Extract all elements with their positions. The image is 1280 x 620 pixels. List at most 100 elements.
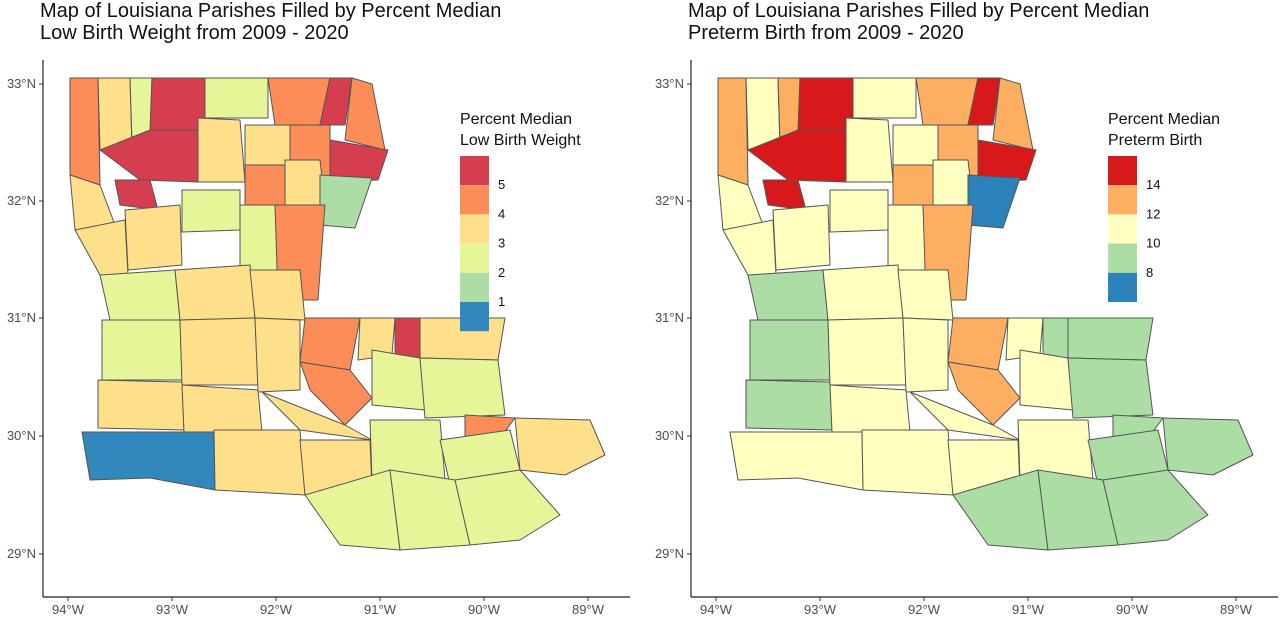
parish-shape: [99, 269, 181, 321]
x-tick-label: 94°W: [52, 602, 85, 617]
map-title-line2: Low Birth Weight from 2009 - 2020: [40, 22, 349, 44]
parish-shape: [69, 174, 116, 231]
parish-shape: [239, 204, 279, 273]
y-tick-label: 31°N: [655, 310, 684, 325]
parish-shape: [101, 319, 183, 381]
parish-shape: [772, 204, 831, 271]
legend-color-swatch: [1108, 214, 1137, 244]
map-title: Map of Louisiana Parishes Filled by Perc…: [688, 0, 1149, 44]
legend-color-swatch: [460, 214, 489, 244]
x-tick-label: 92°W: [260, 602, 293, 617]
x-tick-label: 91°W: [364, 602, 397, 617]
parish-shape: [717, 77, 749, 186]
parish-shape: [244, 164, 286, 206]
y-tick-label: 33°N: [655, 76, 684, 91]
y-tick-label: 29°N: [7, 546, 36, 561]
x-tick-label: 93°W: [156, 602, 189, 617]
parish-shape: [213, 429, 306, 496]
legend-title-line1: Percent Median: [460, 111, 572, 128]
parish-shape: [745, 379, 833, 431]
parish-shape: [915, 77, 979, 126]
axis-ticks: 94°W 93°W 92°W 91°W 90°W 89°W 33°N 32°N 31°N 30°N…: [7, 76, 605, 617]
parish-shape: [1067, 357, 1154, 419]
parish-shape: [81, 431, 216, 491]
x-tick-label: 90°W: [1116, 602, 1149, 617]
parish-shape: [419, 357, 506, 419]
y-tick-label: 30°N: [7, 428, 36, 443]
x-tick-label: 91°W: [1012, 602, 1045, 617]
parish-shape: [902, 317, 949, 393]
parish-shape: [114, 179, 159, 211]
legend-color-swatch: [460, 302, 489, 332]
parish-shape: [992, 77, 1034, 151]
parish-shape: [344, 77, 386, 151]
legend-color-swatch: [1108, 185, 1137, 215]
legend-label: 10: [1146, 236, 1160, 251]
parish-shape: [319, 77, 353, 126]
map-title-line1: Map of Louisiana Parishes Filled by Perc…: [688, 0, 1150, 22]
x-tick-label: 89°W: [1220, 602, 1253, 617]
parish-shape: [967, 77, 1001, 126]
parish-shape: [845, 117, 894, 183]
legend-color-swatch: [460, 156, 489, 186]
parish-shape: [1017, 419, 1094, 481]
y-tick-label: 32°N: [655, 193, 684, 208]
parish-shape: [454, 469, 561, 546]
parish-shape: [822, 264, 904, 321]
legend-label: 12: [1146, 206, 1160, 221]
parish-shape: [722, 219, 777, 276]
y-tick-label: 29°N: [655, 546, 684, 561]
parish-shape: [284, 159, 326, 206]
parish-shape: [967, 174, 1021, 229]
map-title: Map of Louisiana Parishes Filled by Perc…: [40, 0, 501, 44]
map-panel-preterm-birth: Map of Louisiana Parishes Filled by Perc…: [648, 0, 1280, 620]
parish-shape: [829, 384, 911, 433]
parish-shape: [394, 317, 421, 359]
axis-ticks: 94°W 93°W 92°W 91°W 90°W 89°W 33°N 32°N 31°N 30°N…: [655, 76, 1253, 617]
parish-shape: [369, 419, 446, 481]
choropleth-map: 94°W 93°W 92°W 91°W 90°W 89°W 33°N 32°N 31°N 30°N…: [7, 60, 630, 617]
parish-shape: [181, 384, 263, 433]
parish-shape: [947, 317, 1009, 371]
parish-shape: [74, 219, 129, 276]
legend-color-swatch: [1108, 243, 1137, 273]
legend: Percent Median Preterm Birth 14 12 10 8: [1108, 111, 1220, 302]
legend-color-swatch: [1108, 272, 1137, 302]
parish-shape: [254, 317, 301, 393]
parish-shape: [747, 269, 829, 321]
parish-shape: [124, 204, 183, 271]
y-tick-label: 32°N: [7, 193, 36, 208]
x-tick-label: 94°W: [700, 602, 733, 617]
parish-shape: [249, 269, 306, 321]
parish-shape: [861, 429, 954, 496]
parish-shape: [299, 361, 373, 426]
parish-shape: [887, 204, 927, 273]
parish-shape: [977, 139, 1037, 183]
parish-shape: [829, 189, 889, 233]
legend-color-swatch: [1108, 156, 1137, 186]
x-tick-label: 89°W: [572, 602, 605, 617]
parish-shape: [762, 179, 807, 211]
x-tick-label: 92°W: [908, 602, 941, 617]
parish-shape: [1042, 317, 1069, 359]
parish-shape: [1162, 417, 1254, 476]
y-tick-label: 33°N: [7, 76, 36, 91]
legend-label: 8: [1146, 265, 1153, 280]
parish-shape: [267, 77, 331, 126]
parish-shape: [514, 417, 606, 476]
parish-shape: [204, 77, 269, 119]
parish-shape: [69, 77, 101, 186]
parish-shape: [299, 317, 361, 371]
parish-shape: [897, 269, 954, 321]
parish-shape: [717, 174, 764, 231]
parish-shape: [197, 117, 246, 183]
choropleth-map: 94°W 93°W 92°W 91°W 90°W 89°W 33°N 32°N 31°N 30°N…: [655, 60, 1278, 617]
parish-shape: [181, 189, 241, 233]
y-tick-label: 31°N: [7, 310, 36, 325]
parish-shape: [947, 361, 1021, 426]
parish-shape: [1019, 349, 1074, 411]
parish-shape: [97, 379, 185, 431]
legend-color-swatch: [460, 185, 489, 215]
parish-shape: [749, 319, 831, 381]
parish-shape: [892, 164, 934, 206]
